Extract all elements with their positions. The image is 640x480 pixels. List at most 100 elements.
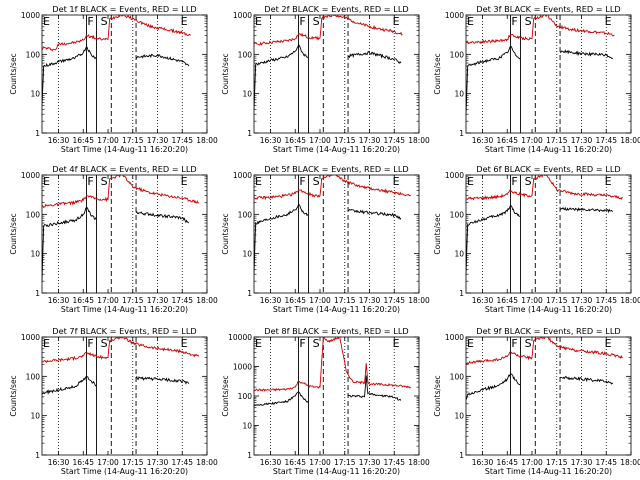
region-label: E xyxy=(467,337,474,350)
y-tick-label: 1 xyxy=(247,289,252,298)
x-tick-label: 17:00 xyxy=(521,296,543,305)
x-tick-label: 18:00 xyxy=(620,458,640,467)
region-label: E xyxy=(605,15,612,28)
x-tick-label: 17:15 xyxy=(546,296,568,305)
region-label: E xyxy=(43,15,50,28)
y-tick-label: 10 xyxy=(242,250,252,259)
region-label: F xyxy=(87,175,93,188)
x-tick-label: 17:00 xyxy=(97,458,119,467)
region-label: S xyxy=(525,15,532,28)
region-label: E xyxy=(467,175,474,188)
region-label: E xyxy=(393,337,400,350)
y-tick-label: 1 xyxy=(247,451,252,460)
region-label: E xyxy=(393,15,400,28)
x-tick-label: 17:30 xyxy=(359,296,381,305)
y-tick-label: 1000 xyxy=(21,11,40,20)
y-tick-label: 1 xyxy=(247,129,252,138)
y-axis-label: Counts/sec xyxy=(9,53,18,94)
events-series-line xyxy=(42,375,190,396)
x-tick-label: 16:45 xyxy=(72,296,94,305)
x-tick-label: 17:30 xyxy=(359,136,381,145)
y-tick-label: 1000 xyxy=(233,171,252,180)
y-tick-label: 1000 xyxy=(445,333,464,342)
y-tick-label: 10 xyxy=(30,412,40,421)
y-tick-label: 1000 xyxy=(445,171,464,180)
x-tick-label: 17:45 xyxy=(171,458,193,467)
x-tick-label: 17:30 xyxy=(359,458,381,467)
chart-title: Det 9f BLACK = Events, RED = LLD xyxy=(476,326,620,336)
x-tick-label: 17:00 xyxy=(97,296,119,305)
y-tick-label: 1 xyxy=(459,129,464,138)
x-tick-label: 16:30 xyxy=(260,136,282,145)
x-tick-label: 17:45 xyxy=(171,296,193,305)
x-tick-label: 16:45 xyxy=(496,136,518,145)
x-tick-label: 17:45 xyxy=(383,458,405,467)
x-tick-label: 16:30 xyxy=(48,458,70,467)
x-axis-label: Start Time (14-Aug-11 16:20:20) xyxy=(273,305,400,314)
x-tick-label: 17:30 xyxy=(571,458,593,467)
region-label: S xyxy=(101,175,108,188)
region-label: S xyxy=(525,175,532,188)
region-label: E xyxy=(181,337,188,350)
x-tick-label: 18:00 xyxy=(408,296,430,305)
region-label: S xyxy=(313,175,320,188)
x-tick-label: 16:30 xyxy=(48,136,70,145)
region-label: E xyxy=(43,175,50,188)
region-label: E xyxy=(605,175,612,188)
x-axis-label: Start Time (14-Aug-11 16:20:20) xyxy=(485,145,612,154)
region-label: F xyxy=(299,337,305,350)
x-tick-label: 17:15 xyxy=(546,458,568,467)
region-label: E xyxy=(467,15,474,28)
y-axis-label: Counts/sec xyxy=(433,53,442,94)
region-label: F xyxy=(511,337,517,350)
x-tick-label: 17:45 xyxy=(595,296,617,305)
chart-title: Det 8f BLACK = Events, RED = LLD xyxy=(264,326,408,336)
y-axis-label: Counts/sec xyxy=(221,375,230,416)
x-tick-label: 18:00 xyxy=(196,136,218,145)
x-tick-label: 17:45 xyxy=(383,136,405,145)
x-tick-label: 16:30 xyxy=(472,458,494,467)
region-label: S xyxy=(313,15,320,28)
x-tick-label: 16:45 xyxy=(496,296,518,305)
x-tick-label: 17:15 xyxy=(122,136,144,145)
x-tick-label: 17:00 xyxy=(309,136,331,145)
region-label: E xyxy=(255,337,262,350)
chart-title: Det 3f BLACK = Events, RED = LLD xyxy=(476,4,620,14)
region-label: F xyxy=(511,15,517,28)
chart-title: Det 5f BLACK = Events, RED = LLD xyxy=(264,164,408,174)
y-tick-label: 100 xyxy=(450,210,465,219)
events-series-line xyxy=(42,45,190,106)
x-tick-label: 17:00 xyxy=(309,458,331,467)
x-tick-label: 16:45 xyxy=(496,458,518,467)
y-tick-label: 100 xyxy=(26,210,41,219)
x-tick-label: 17:15 xyxy=(546,136,568,145)
x-tick-label: 16:45 xyxy=(284,296,306,305)
x-tick-label: 16:45 xyxy=(284,136,306,145)
region-label: S xyxy=(525,337,532,350)
chart-title: Det 4f BLACK = Events, RED = LLD xyxy=(52,164,196,174)
y-tick-label: 10 xyxy=(242,90,252,99)
x-tick-label: 17:45 xyxy=(595,136,617,145)
region-label: S xyxy=(313,337,320,350)
lld-series-line xyxy=(254,15,403,46)
region-label: S xyxy=(101,337,108,350)
region-label: E xyxy=(255,175,262,188)
x-tick-label: 17:30 xyxy=(571,136,593,145)
y-axis-label: Counts/sec xyxy=(433,375,442,416)
region-label: F xyxy=(87,337,93,350)
x-tick-label: 16:45 xyxy=(72,458,94,467)
plot-frame xyxy=(41,336,208,456)
plot-frame xyxy=(465,14,632,134)
region-label: S xyxy=(101,15,108,28)
y-tick-label: 10 xyxy=(454,250,464,259)
x-tick-label: 17:15 xyxy=(122,296,144,305)
y-axis-label: Counts/sec xyxy=(221,53,230,94)
plot-frame xyxy=(253,336,420,456)
